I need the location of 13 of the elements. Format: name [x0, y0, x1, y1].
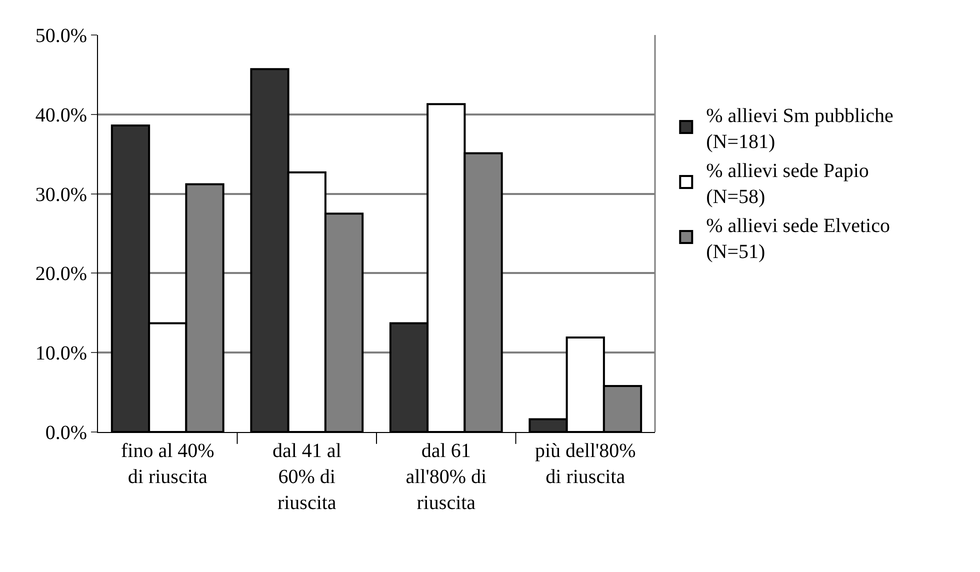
legend-label: % allievi sede Papio (N=58) [706, 160, 869, 208]
legend-label: % allievi sede Elvetico (N=51) [706, 214, 890, 263]
x-tick-label: più dell'80% di riuscita [534, 440, 636, 488]
y-tick-label: 40.0% [35, 104, 87, 126]
y-tick-label: 20.0% [35, 263, 87, 286]
x-tick-label: dal 61 all'80% di riuscita [406, 440, 487, 514]
x-tick-label: dal 41 al 60% di riuscita [272, 440, 342, 514]
legend-label: % allievi Sm pubbliche (N=181) [706, 104, 894, 153]
x-tick-label: fino al 40% di riuscita [120, 440, 214, 488]
y-tick-label: 30.0% [35, 184, 87, 206]
y-tick-label: 0.0% [45, 422, 87, 444]
y-tick-label: 10.0% [35, 342, 87, 365]
y-tick-label: 50.0% [35, 25, 87, 47]
